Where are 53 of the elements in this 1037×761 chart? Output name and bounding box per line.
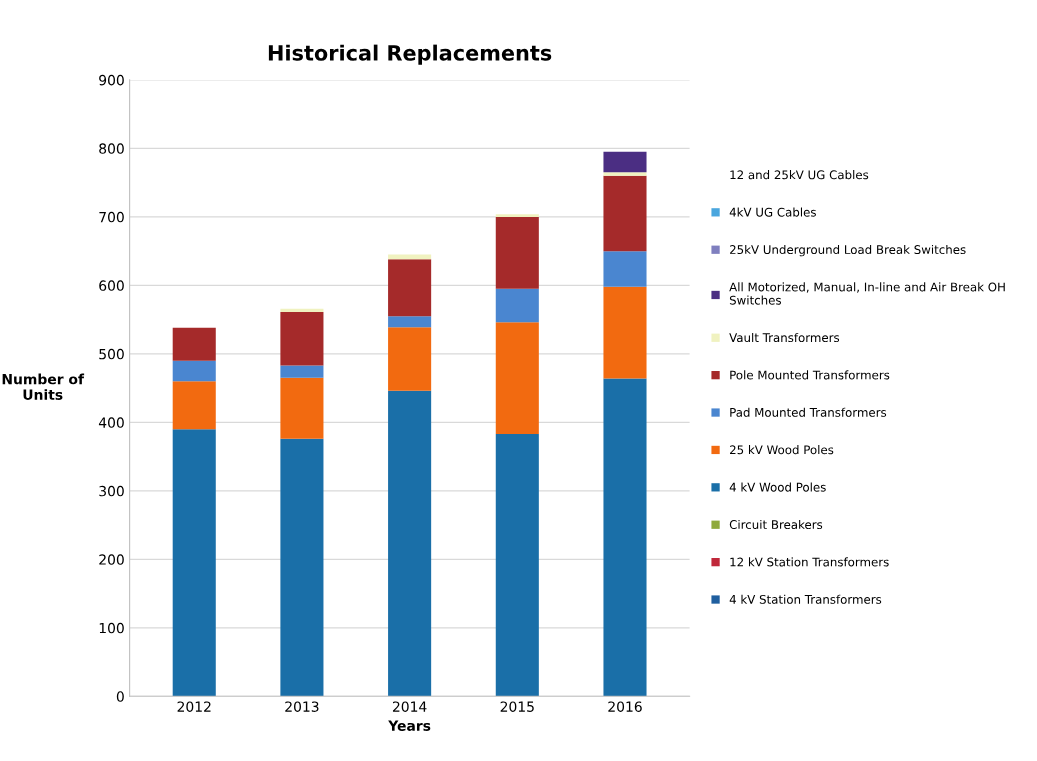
bar xyxy=(280,377,324,439)
y-tick-label: 500 xyxy=(99,348,124,360)
legend-label: 4 kV Wood Poles xyxy=(729,482,826,492)
y-tick-label: 0 xyxy=(116,691,124,702)
bar xyxy=(603,175,647,252)
text: 12 and 25kV UG Cables xyxy=(730,170,869,180)
bar xyxy=(388,327,432,391)
x-tick-label: 2014 xyxy=(392,701,427,712)
bar xyxy=(280,438,324,697)
chart-title: Historical Replacements xyxy=(268,44,552,65)
legend-label: Pole Mounted Transformers xyxy=(730,370,890,380)
bar xyxy=(603,151,647,173)
y-tick-label: 600 xyxy=(99,280,124,291)
legend-label: Vault Transformers xyxy=(729,332,840,343)
x-tick-label: 2013 xyxy=(285,701,319,712)
y-tick-label: 300 xyxy=(99,485,124,497)
legend-label: All Motorized, Manual, In-line and Air Break OH Switches xyxy=(729,282,1005,305)
bar xyxy=(603,251,647,287)
y-tick-label: 200 xyxy=(99,554,124,565)
bar xyxy=(603,378,647,697)
x-tick-label: 2012 xyxy=(177,701,211,712)
y-tick-label: 800 xyxy=(99,143,124,154)
y-tick-label: 700 xyxy=(99,211,124,223)
legend-label: 4 kV Station Transformers xyxy=(729,594,882,604)
bar xyxy=(172,360,216,382)
bar xyxy=(280,312,324,366)
bar xyxy=(388,316,432,328)
legend-label: 12 kV Station Transformers xyxy=(730,557,889,567)
bar xyxy=(172,429,216,697)
y-tick-label: 400 xyxy=(98,417,124,428)
x-tick-label: 2016 xyxy=(608,701,642,712)
legend-label: 25kV Underground Load Break Switches xyxy=(730,244,966,257)
legend-label: Circuit Breakers xyxy=(729,519,823,530)
x-tick-label: 2015 xyxy=(500,701,534,712)
bar xyxy=(603,286,647,379)
bar xyxy=(603,172,647,176)
bar xyxy=(172,327,216,361)
bar xyxy=(495,434,539,697)
legend-label: Pad Mounted Transformers xyxy=(730,407,887,417)
y-tick-label: 100 xyxy=(99,622,124,634)
bar xyxy=(388,390,432,697)
bar xyxy=(172,381,216,430)
bar xyxy=(495,322,539,434)
bar xyxy=(495,216,539,289)
bar xyxy=(280,365,324,378)
x-axis-title: Years xyxy=(388,720,431,731)
legend-label: 25 kV Wood Poles xyxy=(730,445,834,455)
legend-label: 4kV UG Cables xyxy=(729,207,816,217)
bar xyxy=(495,214,539,217)
bar xyxy=(388,259,432,317)
y-axis-title: Number of Units xyxy=(2,373,85,400)
y-tick-label: 900 xyxy=(99,74,124,86)
bar xyxy=(495,288,539,323)
